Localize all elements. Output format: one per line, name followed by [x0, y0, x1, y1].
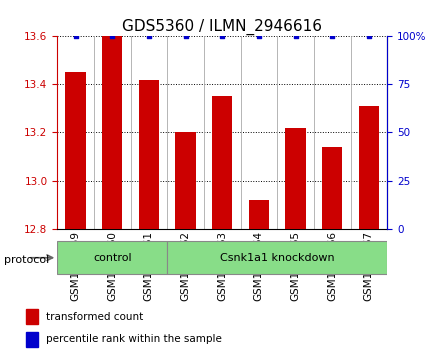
Bar [26, 309, 38, 324]
Point [72, 33, 79, 39]
Bar [212, 97, 232, 229]
Point [182, 33, 189, 39]
Bar [66, 72, 86, 229]
Text: control: control [93, 253, 132, 263]
Point [219, 33, 226, 39]
Text: Csnk1a1 knockdown: Csnk1a1 knockdown [220, 253, 334, 263]
Title: GDS5360 / ILMN_2946616: GDS5360 / ILMN_2946616 [122, 19, 322, 35]
FancyBboxPatch shape [167, 241, 387, 274]
Bar [26, 332, 38, 347]
Point [255, 33, 262, 39]
Bar [286, 128, 306, 229]
Text: transformed count: transformed count [46, 311, 143, 322]
FancyBboxPatch shape [57, 241, 167, 274]
Bar [102, 36, 122, 229]
Text: protocol: protocol [4, 254, 50, 265]
Bar [359, 106, 379, 229]
Text: percentile rank within the sample: percentile rank within the sample [46, 334, 222, 344]
Bar [249, 200, 269, 229]
Point [145, 33, 152, 39]
Bar [139, 79, 159, 229]
Bar [322, 147, 342, 229]
Point [365, 33, 372, 39]
Point [292, 33, 299, 39]
Point [329, 33, 336, 39]
Bar [176, 132, 196, 229]
Point [109, 33, 116, 39]
